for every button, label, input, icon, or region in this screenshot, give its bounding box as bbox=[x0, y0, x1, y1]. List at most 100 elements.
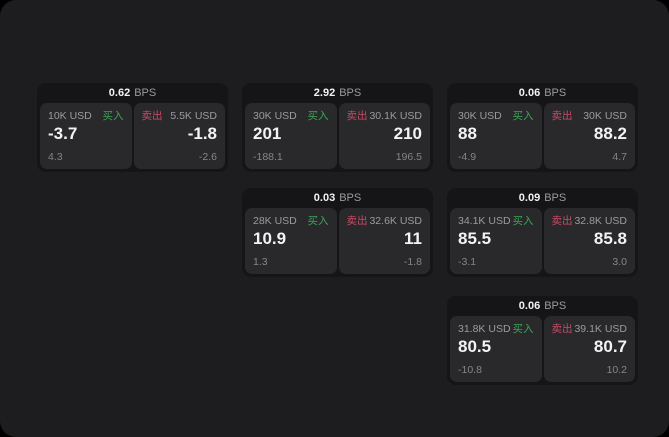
quote-card: 0.03 BPS 28K USD 买入 10.9 1.3 卖出 32.6K US… bbox=[242, 188, 433, 277]
bps-header: 0.06 BPS bbox=[450, 296, 635, 316]
bps-value: 2.92 bbox=[313, 87, 336, 99]
bps-unit: BPS bbox=[544, 192, 567, 204]
sell-quote-tile[interactable]: 卖出 30.1K USD 210 196.5 bbox=[338, 103, 430, 169]
buy-quote-tile[interactable]: 28K USD 买入 10.9 1.3 bbox=[245, 208, 337, 274]
sell-quote-tile[interactable]: 卖出 32.6K USD 11 -1.8 bbox=[338, 208, 430, 274]
sell-side-label: 卖出 bbox=[141, 110, 163, 122]
buy-amount: 30K USD bbox=[253, 110, 297, 122]
buy-amount: 30K USD bbox=[458, 110, 502, 122]
sell-change: 4.7 bbox=[612, 151, 627, 163]
buy-quote-tile[interactable]: 30K USD 买入 88 -4.9 bbox=[450, 103, 542, 169]
bps-header: 0.62 BPS bbox=[40, 83, 225, 103]
buy-side-label: 买入 bbox=[512, 110, 534, 122]
sell-price: 210 bbox=[393, 124, 422, 143]
sell-amount: 30K USD bbox=[583, 110, 627, 122]
bps-header: 0.03 BPS bbox=[245, 188, 430, 208]
sell-price: 80.7 bbox=[593, 337, 627, 356]
buy-quote-tile[interactable]: 34.1K USD 买入 85.5 -3.1 bbox=[450, 208, 542, 274]
buy-tile-header: 34.1K USD 买入 bbox=[458, 215, 534, 227]
bps-header: 0.06 BPS bbox=[450, 83, 635, 103]
sell-change: -1.8 bbox=[403, 256, 422, 268]
buy-change: -3.1 bbox=[458, 256, 477, 268]
sell-tile-header: 卖出 32.8K USD bbox=[552, 215, 628, 227]
sell-tile-header: 卖出 30K USD bbox=[552, 110, 628, 122]
sell-side-label: 卖出 bbox=[551, 215, 573, 227]
bps-unit: BPS bbox=[339, 192, 362, 204]
buy-price: 80.5 bbox=[458, 337, 492, 356]
bps-value: 0.09 bbox=[518, 192, 541, 204]
sell-amount: 39.1K USD bbox=[574, 323, 627, 335]
sell-quote-tile[interactable]: 卖出 39.1K USD 80.7 10.2 bbox=[543, 316, 635, 382]
bps-value: 0.62 bbox=[108, 87, 131, 99]
quote-card: 0.06 BPS 30K USD 买入 88 -4.9 卖出 30K USD 8… bbox=[447, 83, 638, 172]
buy-quote-tile[interactable]: 10K USD 买入 -3.7 4.3 bbox=[40, 103, 132, 169]
bps-value: 0.06 bbox=[518, 300, 541, 312]
bps-unit: BPS bbox=[134, 87, 157, 99]
sell-side-label: 卖出 bbox=[346, 110, 368, 122]
sell-change: 10.2 bbox=[606, 364, 627, 376]
buy-change: -188.1 bbox=[253, 151, 283, 163]
buy-amount: 28K USD bbox=[253, 215, 297, 227]
sell-amount: 32.8K USD bbox=[574, 215, 627, 227]
sell-quote-tile[interactable]: 卖出 30K USD 88.2 4.7 bbox=[543, 103, 635, 169]
buy-tile-header: 30K USD 买入 bbox=[458, 110, 534, 122]
sell-tile-header: 卖出 30.1K USD bbox=[347, 110, 423, 122]
buy-tile-header: 30K USD 买入 bbox=[253, 110, 329, 122]
bps-unit: BPS bbox=[544, 87, 567, 99]
quote-tiles: 28K USD 买入 10.9 1.3 卖出 32.6K USD 11 -1.8 bbox=[245, 208, 430, 274]
bps-unit: BPS bbox=[544, 300, 567, 312]
bps-header: 2.92 BPS bbox=[245, 83, 430, 103]
buy-side-label: 买入 bbox=[307, 215, 329, 227]
quote-tiles: 34.1K USD 买入 85.5 -3.1 卖出 32.8K USD 85.8… bbox=[450, 208, 635, 274]
sell-tile-header: 卖出 32.6K USD bbox=[347, 215, 423, 227]
buy-side-label: 买入 bbox=[102, 110, 124, 122]
sell-tile-header: 卖出 5.5K USD bbox=[142, 110, 218, 122]
sell-side-label: 卖出 bbox=[346, 215, 368, 227]
buy-price: 10.9 bbox=[253, 229, 287, 248]
buy-side-label: 买入 bbox=[512, 323, 534, 335]
sell-change: 3.0 bbox=[612, 256, 627, 268]
buy-quote-tile[interactable]: 31.8K USD 买入 80.5 -10.8 bbox=[450, 316, 542, 382]
buy-amount: 34.1K USD bbox=[458, 215, 511, 227]
buy-side-label: 买入 bbox=[512, 215, 534, 227]
sell-amount: 32.6K USD bbox=[369, 215, 422, 227]
sell-change: -2.6 bbox=[198, 151, 217, 163]
buy-tile-header: 31.8K USD 买入 bbox=[458, 323, 534, 335]
sell-amount: 30.1K USD bbox=[369, 110, 422, 122]
buy-change: 4.3 bbox=[48, 151, 63, 163]
sell-side-label: 卖出 bbox=[551, 110, 573, 122]
sell-price: 11 bbox=[404, 229, 422, 248]
buy-price: 88 bbox=[458, 124, 477, 143]
buy-price: -3.7 bbox=[48, 124, 78, 143]
buy-tile-header: 28K USD 买入 bbox=[253, 215, 329, 227]
bps-value: 0.06 bbox=[518, 87, 541, 99]
sell-quote-tile[interactable]: 卖出 5.5K USD -1.8 -2.6 bbox=[133, 103, 225, 169]
buy-quote-tile[interactable]: 30K USD 买入 201 -188.1 bbox=[245, 103, 337, 169]
buy-price: 85.5 bbox=[458, 229, 492, 248]
buy-side-label: 买入 bbox=[307, 110, 329, 122]
quote-card: 0.06 BPS 31.8K USD 买入 80.5 -10.8 卖出 39.1… bbox=[447, 296, 638, 385]
sell-quote-tile[interactable]: 卖出 32.8K USD 85.8 3.0 bbox=[543, 208, 635, 274]
quote-tiles: 30K USD 买入 88 -4.9 卖出 30K USD 88.2 4.7 bbox=[450, 103, 635, 169]
bps-value: 0.03 bbox=[313, 192, 336, 204]
quote-tiles: 30K USD 买入 201 -188.1 卖出 30.1K USD 210 1… bbox=[245, 103, 430, 169]
buy-change: -4.9 bbox=[458, 151, 477, 163]
quote-card: 2.92 BPS 30K USD 买入 201 -188.1 卖出 30.1K … bbox=[242, 83, 433, 172]
sell-amount: 5.5K USD bbox=[170, 110, 217, 122]
buy-tile-header: 10K USD 买入 bbox=[48, 110, 124, 122]
buy-amount: 10K USD bbox=[48, 110, 92, 122]
sell-side-label: 卖出 bbox=[551, 323, 573, 335]
buy-change: 1.3 bbox=[253, 256, 268, 268]
quote-tiles: 31.8K USD 买入 80.5 -10.8 卖出 39.1K USD 80.… bbox=[450, 316, 635, 382]
quote-card: 0.62 BPS 10K USD 买入 -3.7 4.3 卖出 5.5K USD… bbox=[37, 83, 228, 172]
buy-change: -10.8 bbox=[458, 364, 482, 376]
bps-header: 0.09 BPS bbox=[450, 188, 635, 208]
sell-change: 196.5 bbox=[395, 151, 422, 163]
sell-price: 88.2 bbox=[593, 124, 627, 143]
buy-amount: 31.8K USD bbox=[458, 323, 511, 335]
bps-unit: BPS bbox=[339, 87, 362, 99]
sell-tile-header: 卖出 39.1K USD bbox=[552, 323, 628, 335]
sell-price: -1.8 bbox=[187, 124, 217, 143]
quote-tiles: 10K USD 买入 -3.7 4.3 卖出 5.5K USD -1.8 -2.… bbox=[40, 103, 225, 169]
